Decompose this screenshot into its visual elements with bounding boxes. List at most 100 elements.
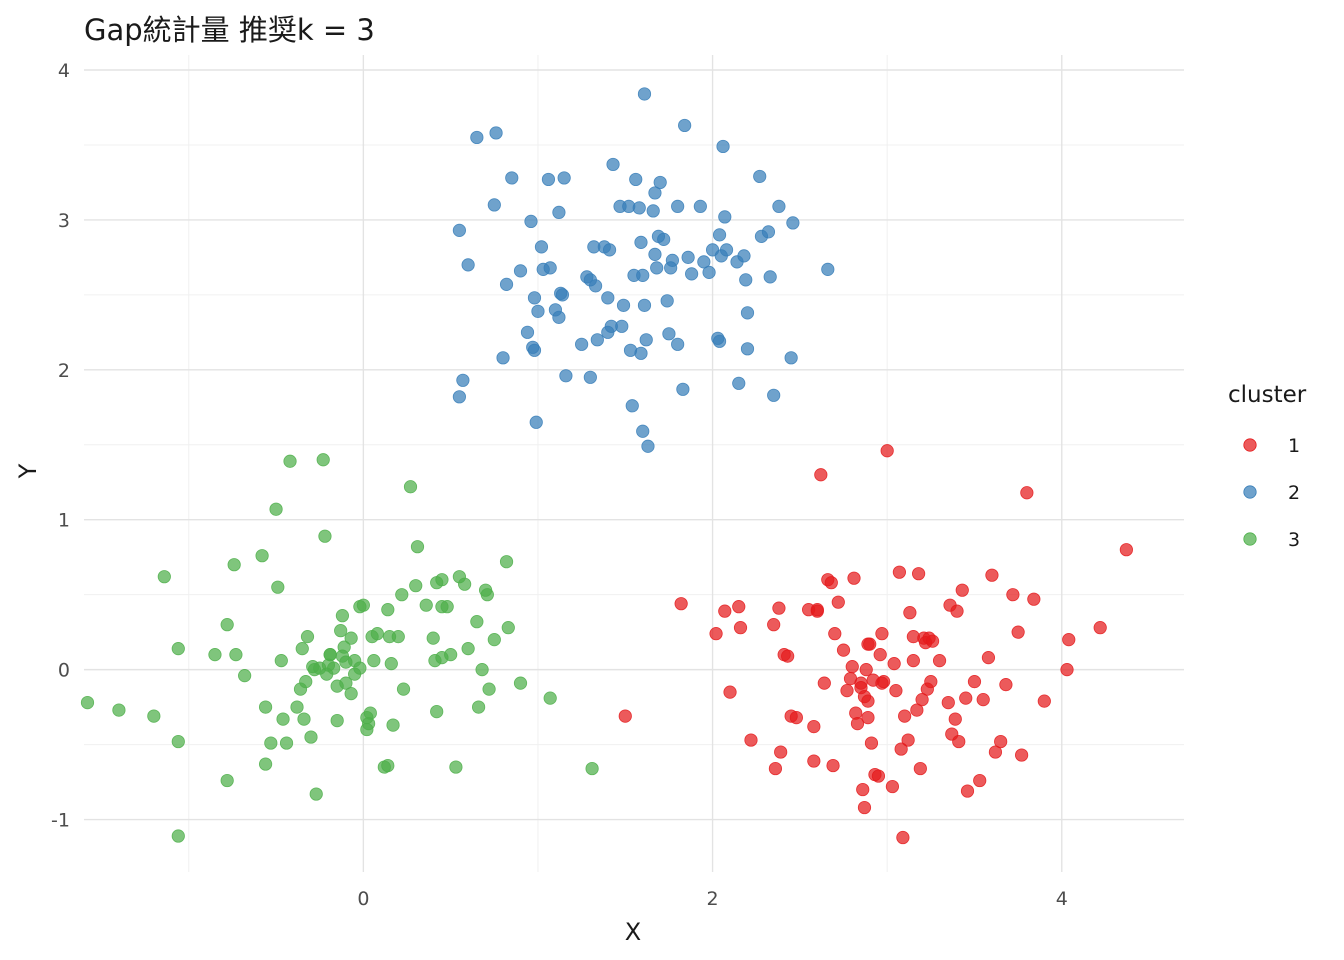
- legend-label-1: 1: [1288, 435, 1300, 457]
- data-point-cluster-3: [304, 730, 318, 744]
- data-point-cluster-1: [861, 694, 875, 708]
- data-point-cluster-1: [924, 675, 938, 689]
- data-point-cluster-3: [367, 654, 381, 668]
- legend-title: cluster: [1228, 382, 1307, 408]
- data-point-cluster-3: [337, 640, 351, 654]
- data-point-cluster-1: [864, 736, 879, 750]
- data-point-cluster-1: [973, 773, 987, 788]
- data-point-cluster-3: [384, 657, 398, 671]
- data-point-cluster-3: [300, 630, 315, 644]
- data-point-cluster-2: [719, 243, 734, 257]
- legend: cluster 1 2 3: [1228, 382, 1307, 551]
- data-point-cluster-3: [157, 570, 171, 584]
- data-point-cluster-3: [501, 621, 515, 635]
- chart-title: Gap統計量 推奨k = 3: [84, 13, 375, 47]
- data-point-cluster-2: [685, 267, 699, 281]
- data-point-cluster-1: [915, 693, 929, 707]
- data-point-cluster-2: [625, 399, 639, 413]
- data-point-cluster-2: [676, 382, 690, 396]
- data-point-cluster-1: [744, 733, 758, 747]
- data-point-cluster-3: [458, 577, 472, 591]
- data-point-cluster-2: [601, 291, 615, 305]
- data-point-cluster-1: [847, 571, 861, 585]
- data-point-cluster-2: [763, 270, 777, 284]
- data-point-cluster-2: [634, 346, 648, 360]
- data-point-cluster-2: [650, 261, 664, 275]
- data-point-cluster-3: [271, 580, 285, 594]
- data-point-cluster-1: [814, 468, 828, 482]
- data-point-cluster-3: [475, 663, 489, 677]
- legend-items: 1 2 3: [1243, 435, 1300, 551]
- data-point-cluster-1: [952, 734, 966, 749]
- data-point-cluster-2: [739, 273, 753, 287]
- data-point-cluster-2: [583, 370, 597, 384]
- data-point-cluster-1: [894, 742, 908, 756]
- data-point-cluster-1: [618, 709, 632, 723]
- data-point-cluster-3: [316, 453, 330, 467]
- data-point-cluster-1: [810, 603, 824, 617]
- data-point-cluster-2: [487, 198, 501, 212]
- data-point-cluster-1: [732, 600, 746, 614]
- data-point-cluster-1: [856, 782, 870, 797]
- data-point-cluster-1: [850, 716, 865, 731]
- data-point-cluster-2: [665, 253, 680, 267]
- data-point-cluster-2: [555, 288, 570, 302]
- data-point-cluster-1: [985, 568, 999, 582]
- data-point-cluster-2: [520, 325, 535, 339]
- data-point-cluster-1: [768, 761, 783, 776]
- data-point-cluster-1: [898, 709, 912, 723]
- data-point-cluster-2: [606, 157, 620, 172]
- data-point-cluster-2: [470, 130, 484, 145]
- data-point-cluster-2: [641, 439, 655, 453]
- data-point-cluster-3: [487, 633, 501, 647]
- data-point-cluster-1: [723, 685, 737, 699]
- data-point-cluster-1: [1119, 543, 1133, 557]
- data-point-cluster-1: [955, 583, 969, 597]
- data-point-cluster-1: [880, 444, 894, 458]
- data-point-cluster-2: [678, 118, 692, 133]
- data-point-cluster-3: [227, 558, 241, 572]
- data-point-cluster-1: [903, 606, 917, 620]
- data-point-cluster-2: [732, 376, 746, 390]
- data-point-cluster-1: [875, 627, 889, 641]
- data-point-cluster-3: [470, 615, 484, 629]
- data-point-cluster-3: [585, 761, 599, 776]
- y-tick-label: 3: [58, 210, 70, 232]
- data-point-cluster-3: [255, 549, 269, 563]
- data-point-cluster-2: [452, 223, 466, 237]
- data-point-cluster-2: [671, 199, 685, 214]
- data-point-cluster-2: [712, 334, 727, 348]
- data-point-cluster-2: [489, 126, 503, 140]
- y-tick-label: 0: [58, 660, 70, 682]
- data-point-cluster-2: [637, 298, 652, 312]
- data-point-cluster-2: [660, 294, 674, 308]
- data-point-cluster-3: [363, 706, 377, 720]
- data-point-cluster-1: [901, 733, 915, 747]
- data-point-cluster-2: [697, 255, 711, 269]
- data-point-cluster-3: [299, 675, 313, 689]
- data-point-cluster-1: [845, 660, 859, 674]
- data-point-cluster-1: [877, 675, 891, 689]
- data-point-cluster-1: [828, 627, 842, 641]
- data-point-cluster-2: [740, 342, 755, 356]
- data-point-cluster-2: [602, 243, 617, 257]
- data-point-cluster-2: [786, 216, 800, 230]
- data-point-cluster-2: [636, 268, 650, 282]
- data-point-cluster-3: [409, 579, 423, 593]
- data-point-cluster-2: [499, 277, 514, 291]
- data-point-cluster-3: [370, 627, 384, 641]
- data-point-cluster-2: [740, 306, 755, 320]
- data-point-cluster-2: [648, 186, 662, 200]
- data-point-cluster-3: [419, 598, 433, 612]
- data-point-cluster-1: [1060, 663, 1074, 677]
- data-point-cluster-3: [258, 757, 273, 771]
- data-point-cluster-1: [709, 627, 723, 641]
- data-point-cluster-1: [836, 643, 851, 657]
- data-point-cluster-1: [906, 654, 920, 668]
- data-point-cluster-1: [861, 710, 875, 725]
- x-tick-label: 2: [707, 888, 719, 910]
- data-point-cluster-2: [543, 261, 557, 275]
- data-point-cluster-2: [513, 264, 528, 278]
- data-point-cluster-3: [279, 736, 294, 750]
- data-point-cluster-3: [444, 648, 458, 662]
